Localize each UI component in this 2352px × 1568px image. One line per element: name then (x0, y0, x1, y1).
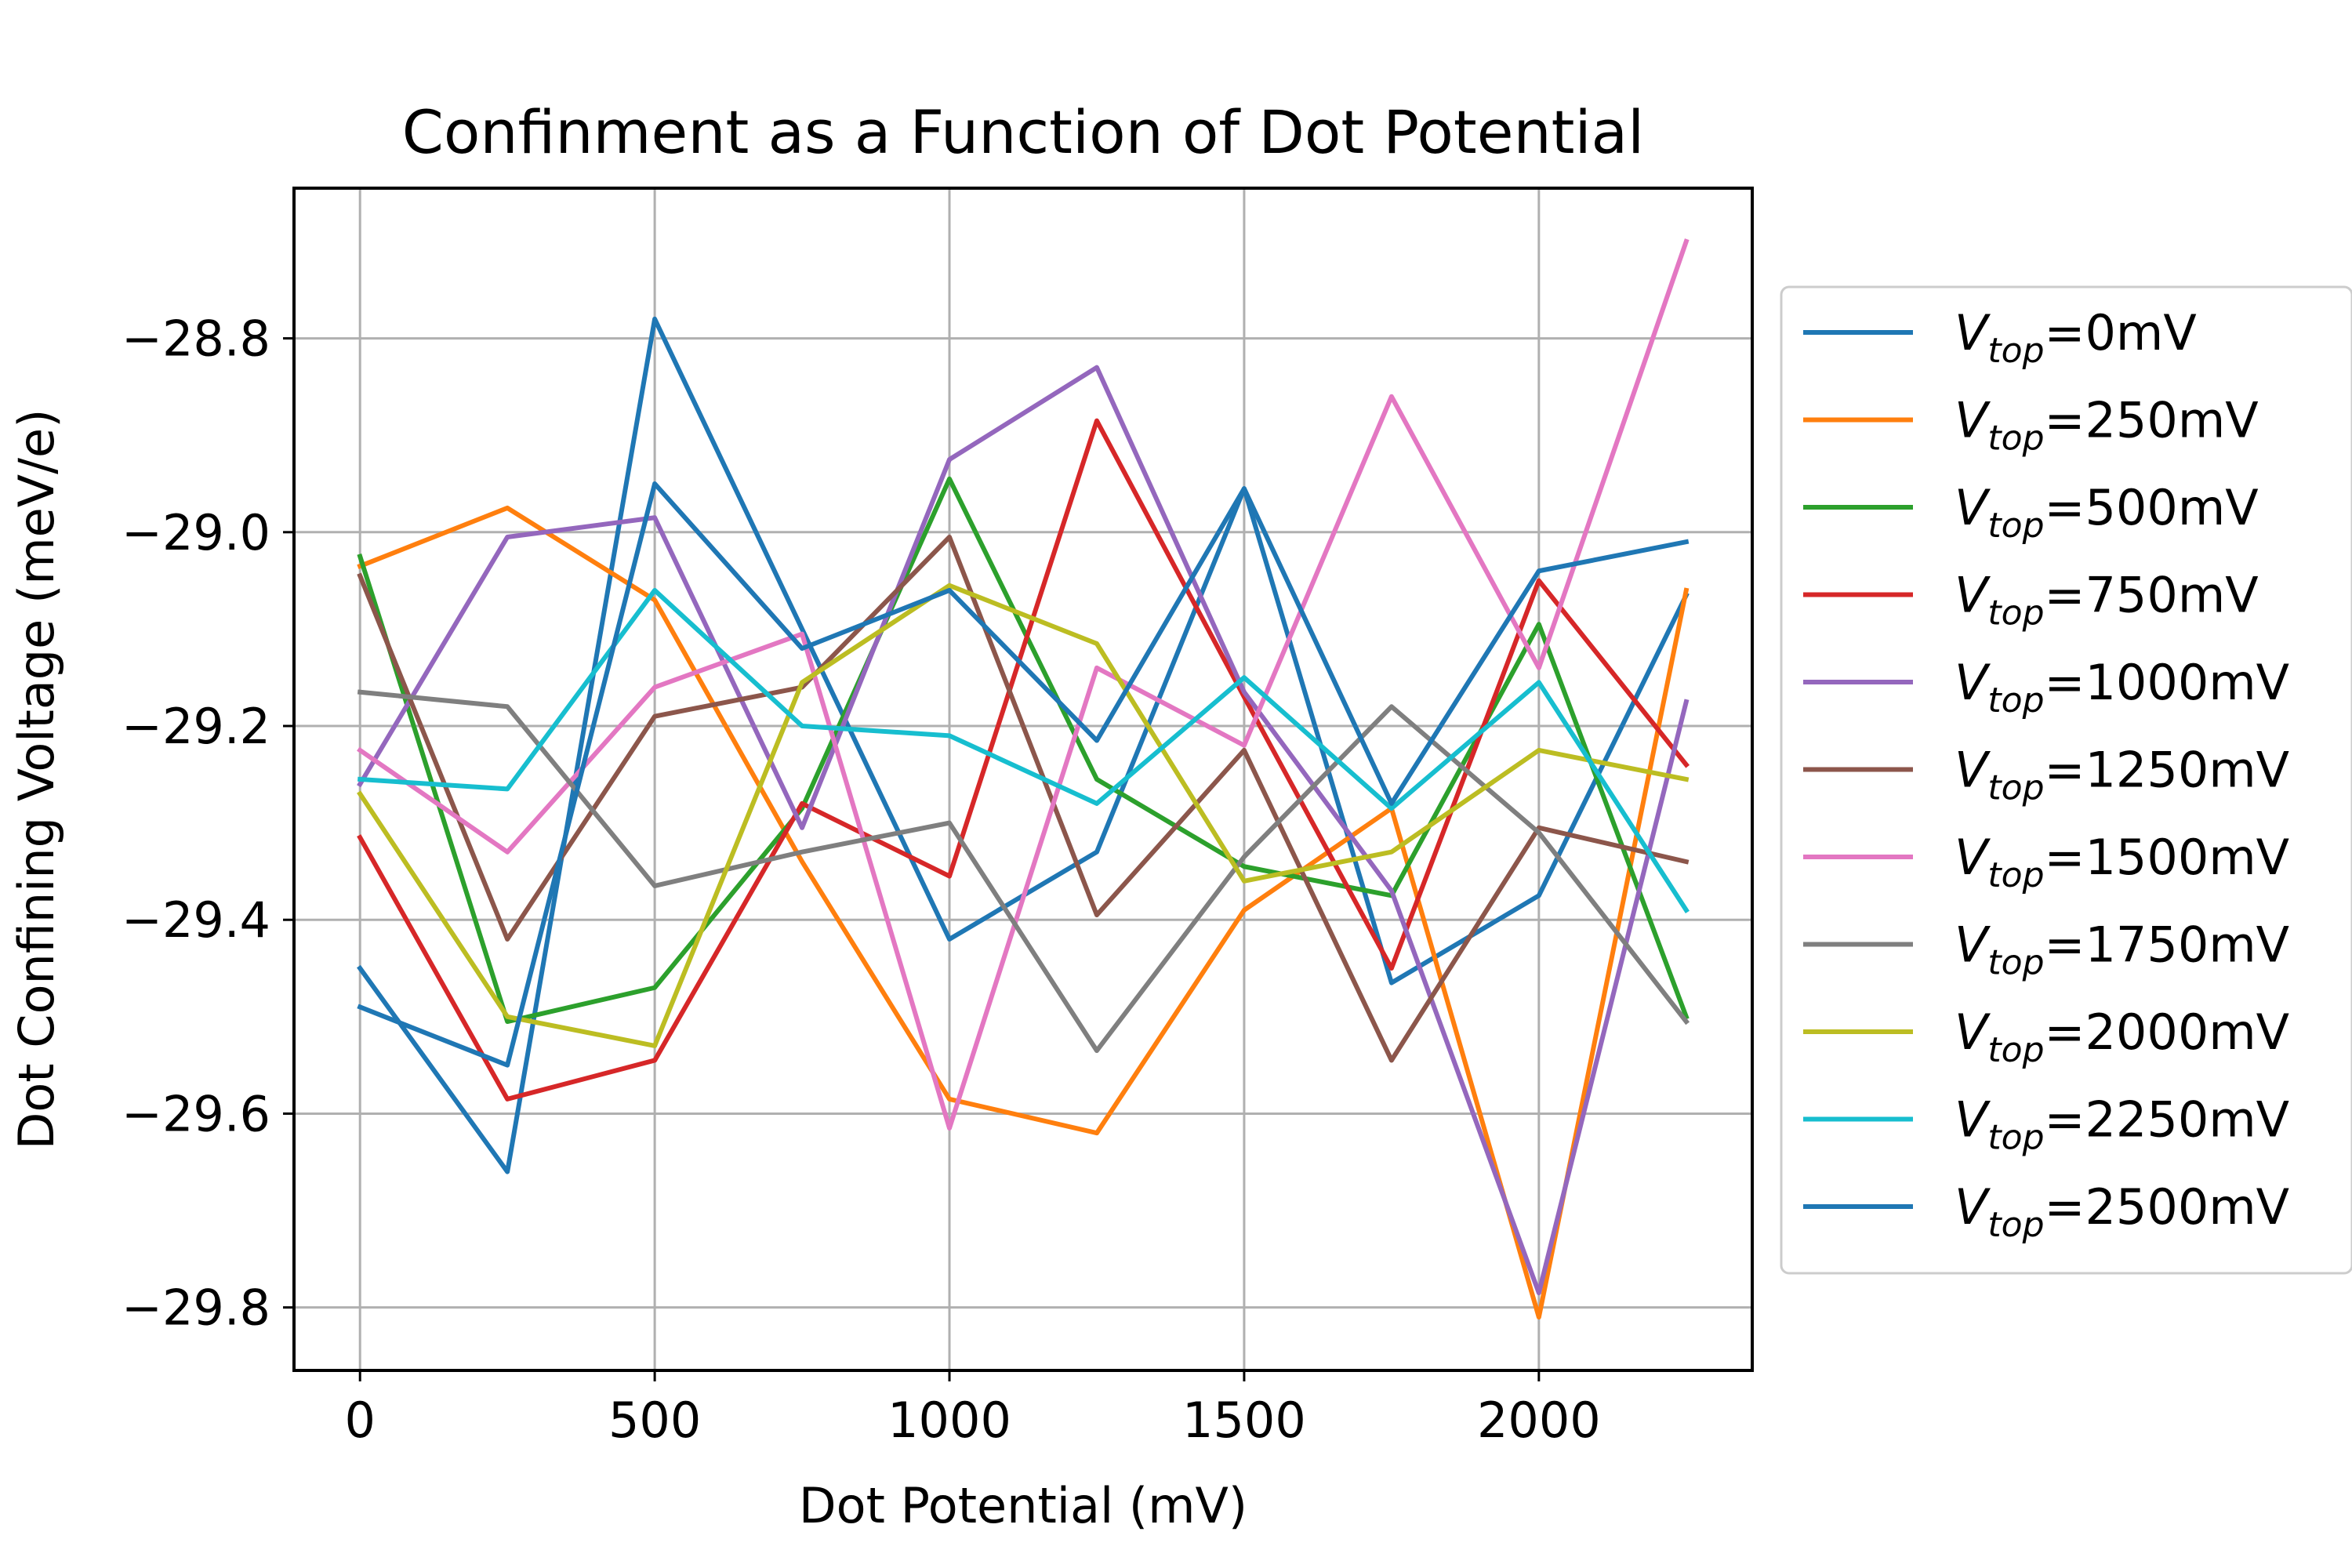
y-tick-label: −29.2 (122, 698, 270, 755)
legend-subscript: top (1987, 768, 2044, 808)
legend-entry-label: Vtop=750mV (1955, 567, 2259, 633)
legend-entry-label: Vtop=1500mV (1955, 829, 2289, 895)
legend-box (1780, 285, 2352, 1275)
y-tick-label: −29.6 (122, 1085, 270, 1142)
chart-title: Confinment as a Function of Dot Potentia… (402, 97, 1645, 167)
legend-symbol: V (1955, 479, 1991, 536)
legend-value: =2250mV (2045, 1091, 2290, 1149)
legend-subscript: top (1987, 1030, 2044, 1070)
legend-symbol: V (1955, 392, 1991, 449)
legend-value: =1500mV (2045, 829, 2290, 886)
legend-subscript: top (1987, 855, 2044, 895)
plot-area-frame (292, 187, 1754, 1372)
series-line-3 (357, 418, 1690, 1102)
legend-symbol: V (1955, 1004, 1991, 1061)
legend-value: =1000mV (2045, 654, 2290, 711)
legend-subscript: top (1987, 419, 2044, 459)
series-line-5 (357, 534, 1690, 1063)
legend-value: =2500mV (2045, 1178, 2290, 1236)
y-tick-label: −28.8 (122, 310, 270, 368)
legend-value: =500mV (2045, 479, 2259, 536)
series-lines (357, 238, 1690, 1320)
legend-entry-label: Vtop=1250mV (1955, 742, 2289, 808)
series-line-1 (357, 505, 1690, 1320)
axis-ticks: 0 500 1000 1500 2000 −28.8 −29.0 −29.2 −29.4 −29.… (122, 310, 1601, 1449)
y-tick-label: −29.8 (122, 1279, 270, 1337)
legend-subscript: top (1987, 506, 2044, 546)
legend-subscript: top (1987, 681, 2044, 720)
legend-value: =0mV (2045, 304, 2197, 361)
y-axis-label: Dot Confining Voltage (meV/e) (8, 409, 65, 1150)
legend-value: =750mV (2045, 567, 2259, 624)
legend-subscript: top (1987, 593, 2044, 633)
legend-value: =2000mV (2045, 1004, 2290, 1061)
x-tick-label: 2000 (1477, 1392, 1601, 1449)
series-line-4 (357, 365, 1690, 1296)
legend-subscript: top (1987, 331, 2044, 371)
x-tick-label: 0 (344, 1392, 375, 1449)
x-tick-label: 1000 (887, 1392, 1011, 1449)
legend-value: =1250mV (2045, 742, 2290, 799)
legend: Vtop=0mVVtop=250mVVtop=500mVVtop=750mVVt… (1780, 285, 2352, 1275)
x-tick-label: 500 (608, 1392, 701, 1449)
legend-entry-label: Vtop=1750mV (1955, 916, 2289, 983)
y-tick-label: −29.4 (122, 891, 270, 949)
legend-subscript: top (1987, 1118, 2044, 1158)
x-tick-label: 1500 (1182, 1392, 1306, 1449)
y-tick-label: −29.0 (122, 504, 270, 561)
legend-entry-label: Vtop=2000mV (1955, 1004, 2289, 1070)
legend-entry-label: Vtop=500mV (1955, 479, 2259, 546)
series-line-7 (357, 689, 1690, 1054)
x-axis-label: Dot Potential (mV) (799, 1477, 1247, 1534)
grid (294, 188, 1752, 1370)
series-line-9 (358, 587, 1690, 914)
legend-subscript: top (1987, 943, 2044, 983)
legend-entry-label: Vtop=0mV (1955, 304, 2197, 371)
legend-symbol: V (1955, 304, 1991, 361)
legend-value: =250mV (2045, 392, 2259, 449)
series-line-2 (357, 476, 1690, 1025)
legend-entry-label: Vtop=2500mV (1955, 1178, 2289, 1245)
legend-symbol: V (1955, 654, 1991, 711)
legend-symbol: V (1955, 742, 1991, 799)
series-line-8 (357, 583, 1690, 1048)
legend-value: =1750mV (2045, 916, 2290, 974)
legend-symbol: V (1955, 916, 1991, 974)
legend-symbol: V (1955, 567, 1991, 624)
legend-symbol: V (1955, 1091, 1991, 1149)
legend-entry-label: Vtop=250mV (1955, 392, 2259, 459)
legend-entry-label: Vtop=2250mV (1955, 1091, 2289, 1158)
legend-symbol: V (1955, 1178, 1991, 1236)
legend-entry-label: Vtop=1000mV (1955, 654, 2289, 720)
legend-symbol: V (1955, 829, 1991, 886)
series-line-10 (357, 481, 1690, 1068)
legend-subscript: top (1987, 1205, 2044, 1245)
